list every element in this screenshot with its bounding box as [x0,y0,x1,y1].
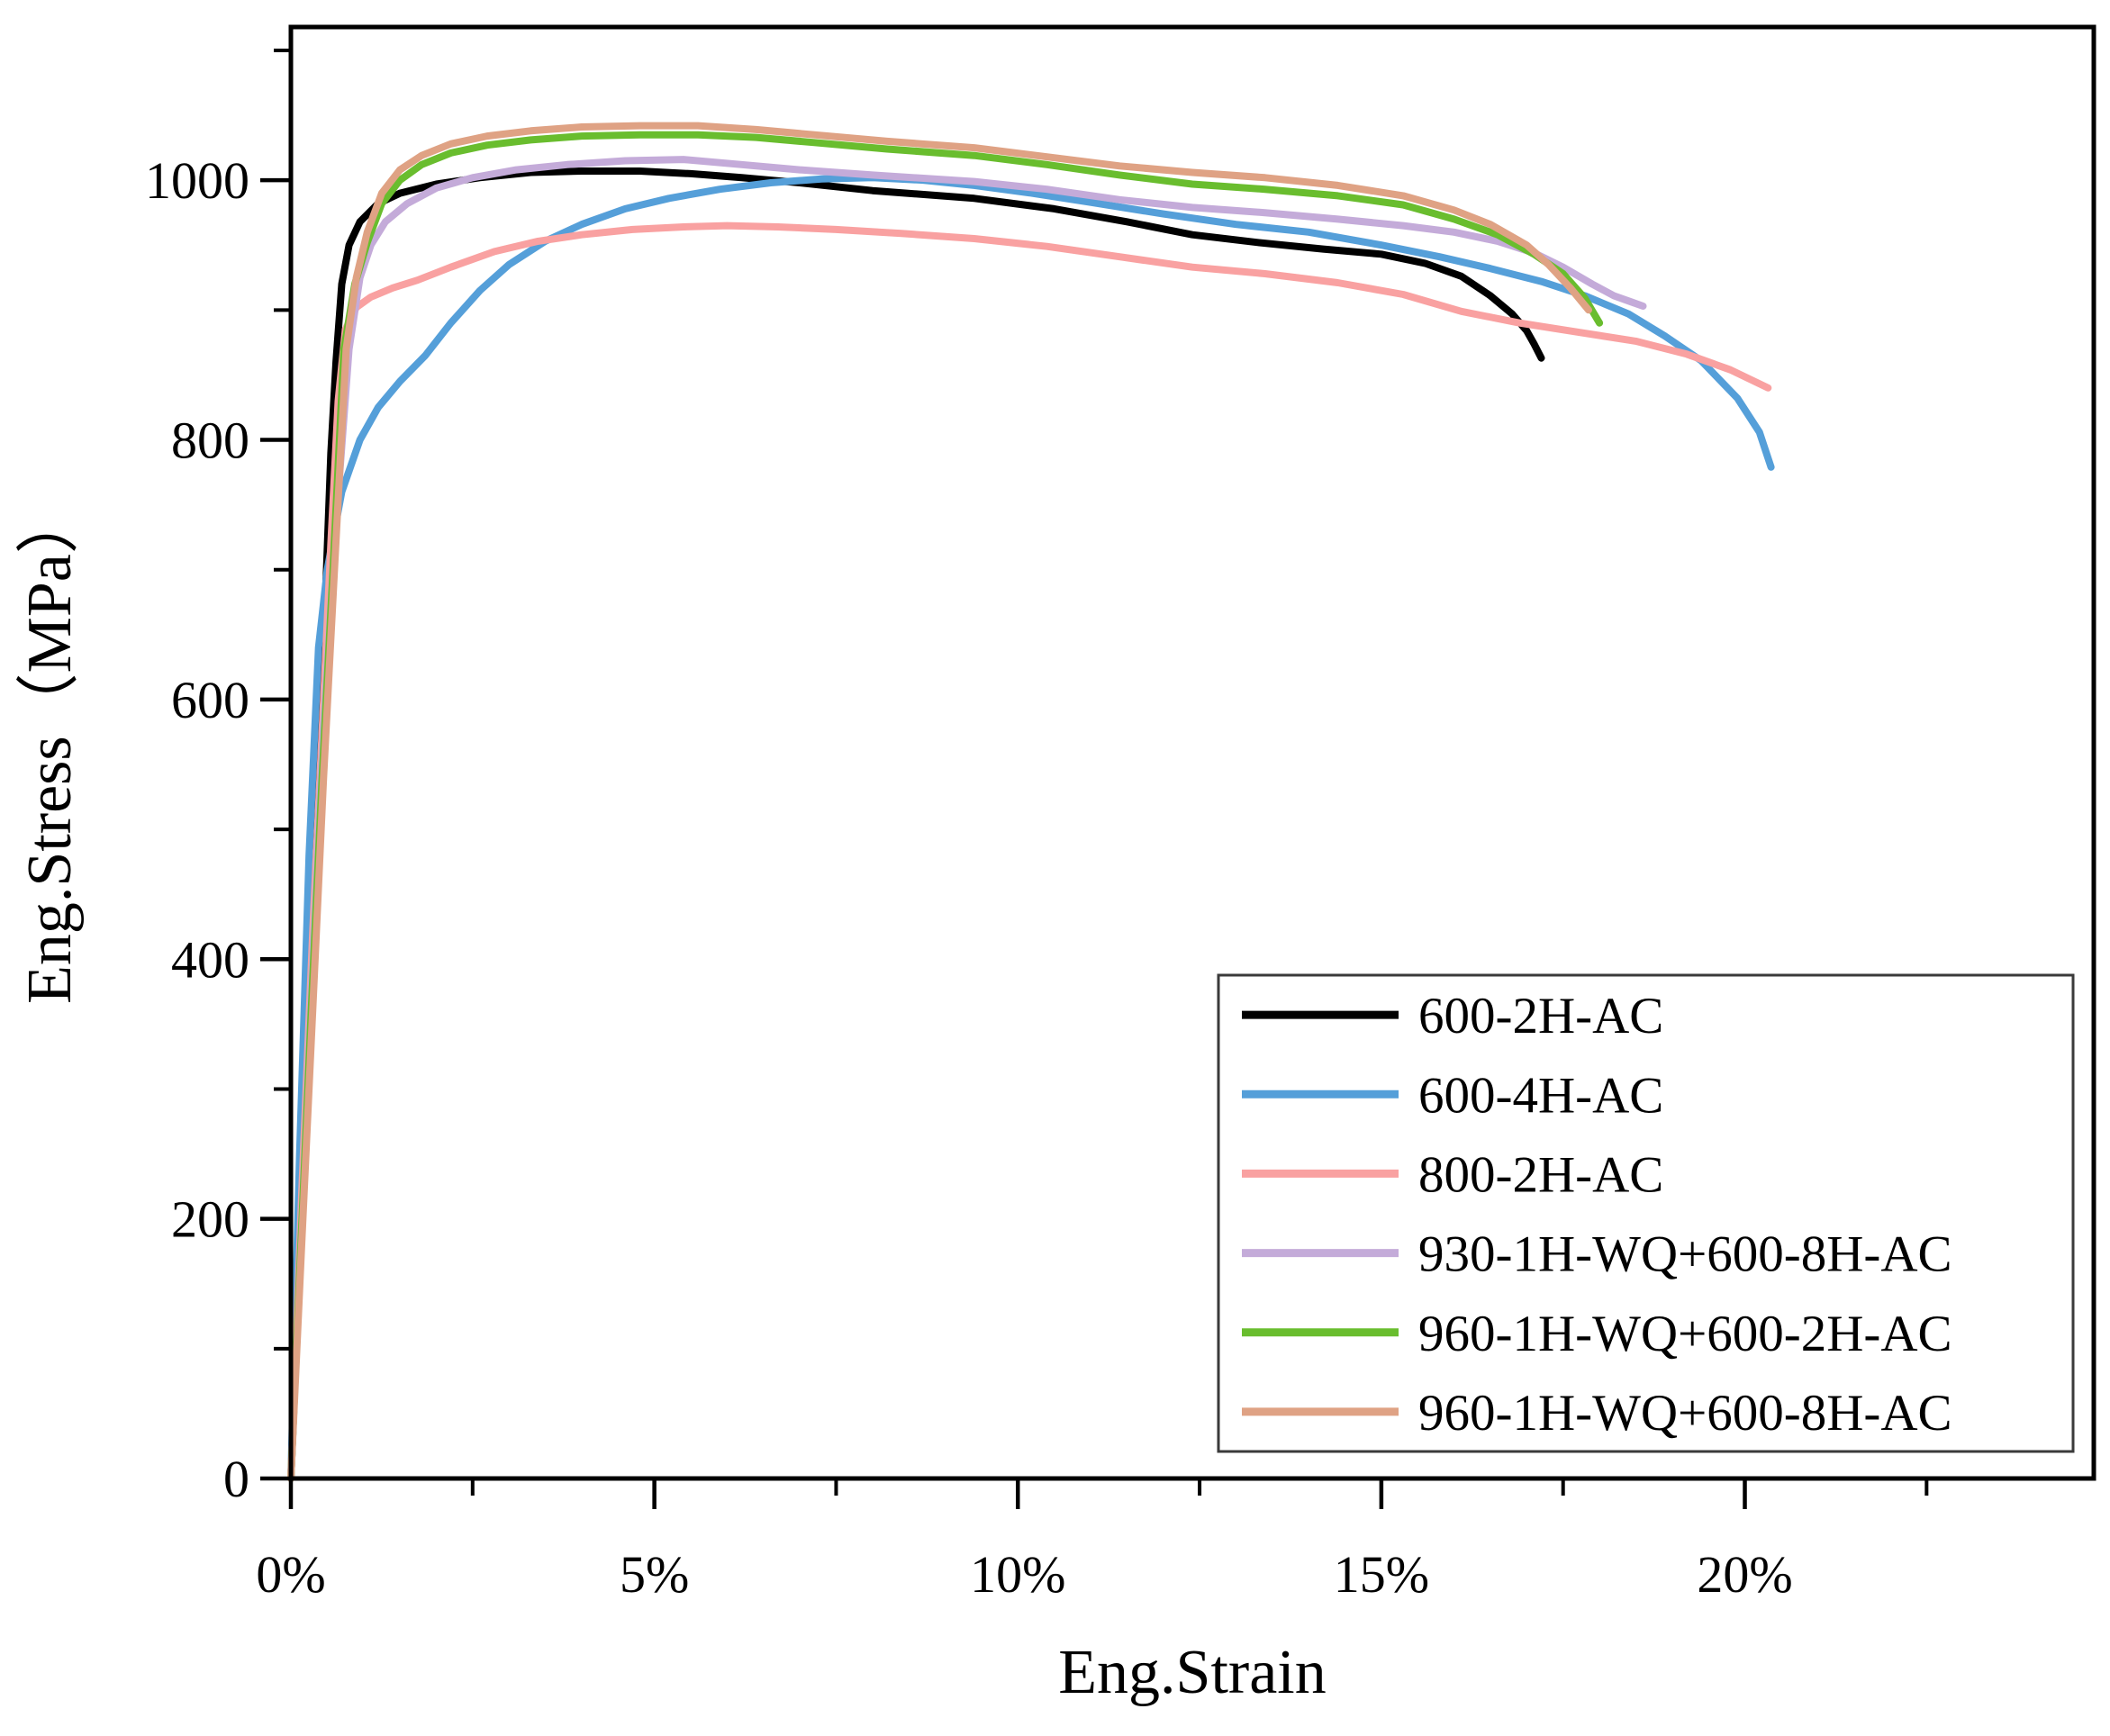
legend-label-930-1H-WQ+600-8H-AC: 930-1H-WQ+600-8H-AC [1418,1226,1952,1283]
x-tick-label: 15% [1334,1545,1429,1604]
x-tick-label: 20% [1697,1545,1792,1604]
axes-layer [288,24,2096,1481]
curve-600-2H-AC [287,167,1545,1482]
legend-label-600-2H-AC: 600-2H-AC [1418,988,1663,1044]
legend-box [1217,973,2075,1453]
legend-label-600-4H-AC: 600-4H-AC [1418,1067,1663,1124]
legend-label-960-1H-WQ+600-2H-AC: 960-1H-WQ+600-2H-AC [1418,1306,1952,1362]
y-tick-label: 1000 [145,151,249,210]
y-tick-label: 600 [171,671,249,729]
legend-label-960-1H-WQ+600-8H-AC: 960-1H-WQ+600-8H-AC [1418,1385,1952,1442]
legend: 600-2H-AC 600-4H-AC 800-2H-AC 930-1H-WQ+600… [1217,973,2075,1453]
y-axis-title: Eng.Stress（MPa） [15,491,85,1004]
plot-box [288,24,2096,1481]
y-tick-label: 0 [223,1450,249,1508]
curve-layer [287,122,1775,1482]
x-tick-label: 10% [970,1545,1065,1604]
y-tick-label: 800 [171,411,249,470]
tick-layer [260,48,1929,1509]
y-tick-label: 200 [171,1190,249,1249]
y-tick-label: 400 [171,930,249,989]
legend-label-800-2H-AC: 800-2H-AC [1418,1146,1663,1203]
x-axis-title: Eng.Strain [1058,1638,1326,1707]
curve-960-1H-WQ+600-8H-AC [287,122,1592,1482]
tick-label-layer: 0% 5% 10% 15% 20% 0 200 400 600 800 1000 [145,151,1793,1604]
x-tick-label: 0% [256,1545,325,1604]
x-tick-label: 5% [620,1545,689,1604]
